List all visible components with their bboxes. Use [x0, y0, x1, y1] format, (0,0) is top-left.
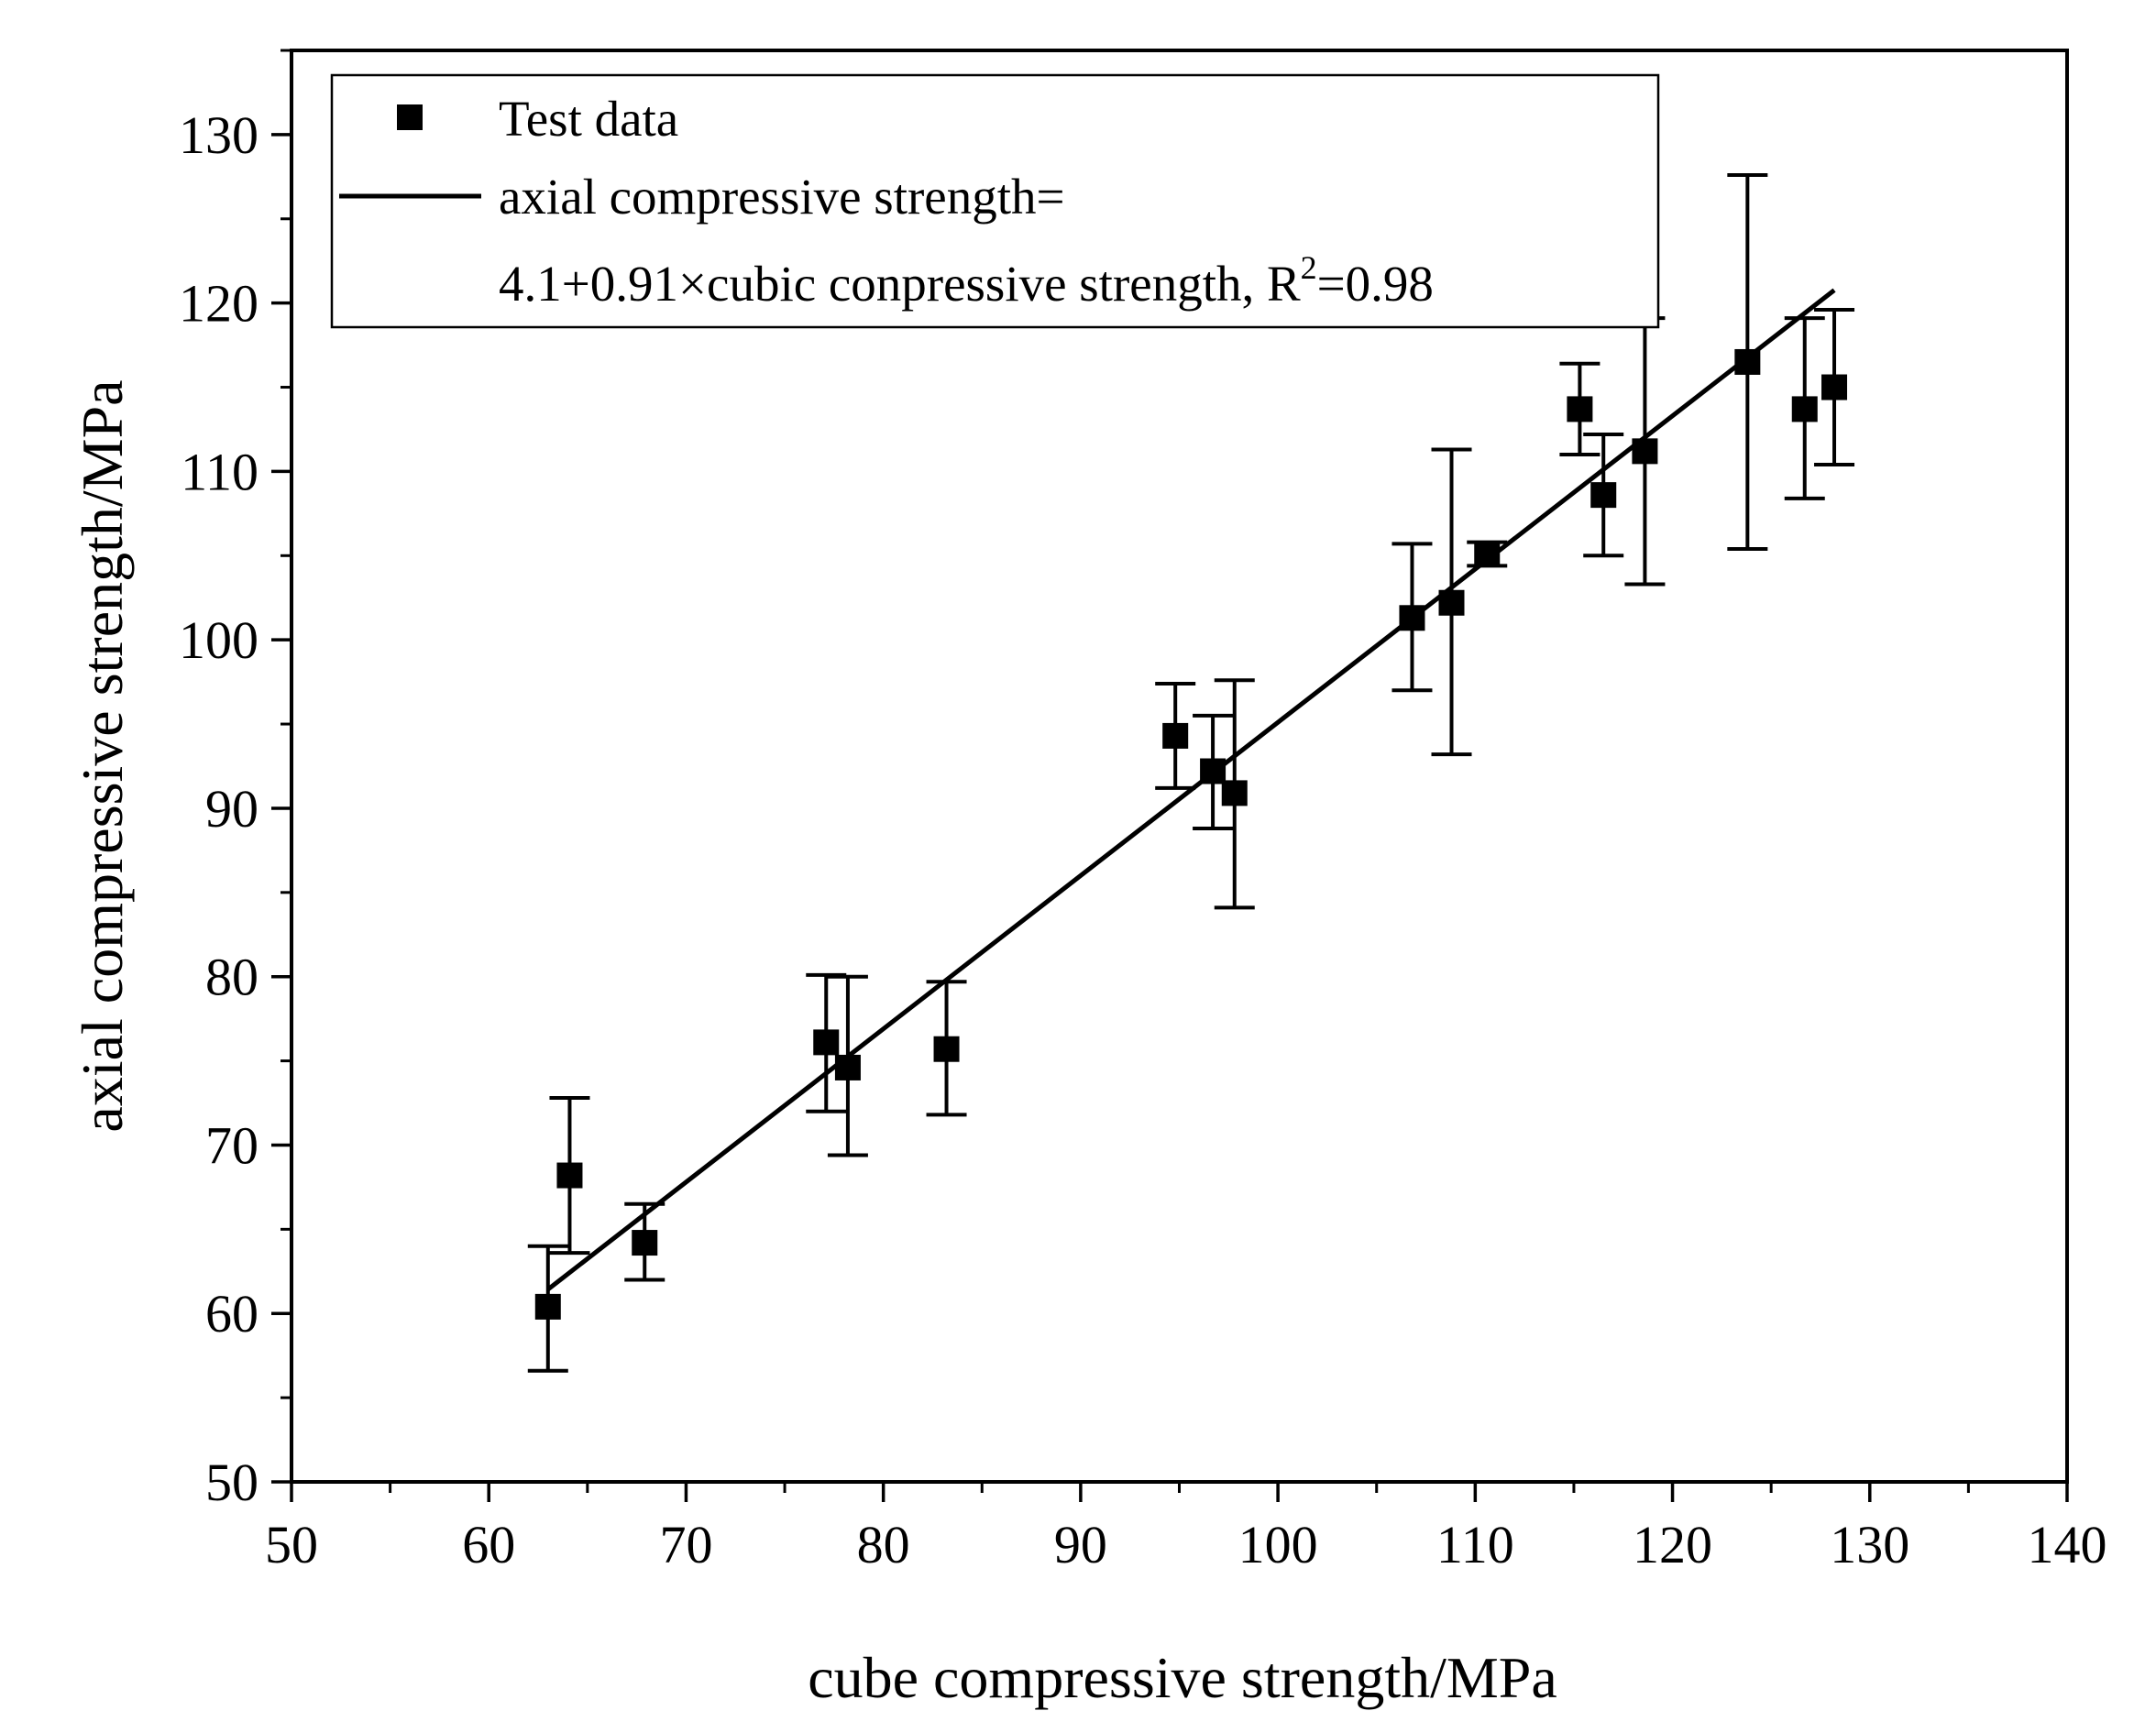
- legend-fit-label-line2: 4.1+0.91×cubic conpressive strength, R2=…: [499, 249, 1434, 312]
- data-point: [1632, 438, 1658, 465]
- y-tick-label: 100: [179, 610, 258, 670]
- data-point: [1438, 589, 1465, 616]
- x-tick-label: 80: [857, 1515, 910, 1574]
- y-tick-label: 80: [205, 948, 258, 1007]
- legend: Test data axial compressive strength= 4.…: [330, 73, 1660, 329]
- data-point: [1162, 722, 1189, 749]
- x-tick-label: 60: [462, 1515, 515, 1574]
- data-point: [632, 1230, 658, 1256]
- data-point: [1399, 605, 1425, 631]
- x-tick-label: 90: [1054, 1515, 1107, 1574]
- y-tick-label: 90: [205, 779, 258, 839]
- data-point: [534, 1293, 561, 1320]
- x-tick-label: 100: [1238, 1515, 1318, 1574]
- plot-frame: [290, 49, 2069, 1484]
- x-tick-label: 110: [1436, 1515, 1514, 1574]
- legend-box: [330, 73, 1660, 329]
- x-tick-label: 140: [2028, 1515, 2107, 1574]
- data-point: [556, 1162, 583, 1189]
- axis-ticks: 50 60 70 80 90 100 110 120 130 140 50 60 70 80 90 100 11…: [179, 49, 2107, 1574]
- x-tick-label: 50: [265, 1515, 318, 1574]
- data-point: [834, 1054, 861, 1080]
- x-tick-label: 70: [659, 1515, 712, 1574]
- legend-scatter-label: Test data: [499, 91, 678, 147]
- data-point: [1734, 348, 1761, 375]
- legend-scatter-marker: [397, 104, 423, 130]
- y-tick-label: 60: [205, 1284, 258, 1344]
- y-tick-label: 130: [179, 105, 258, 165]
- y-axis-title: axial compressive strength/MPa: [70, 379, 135, 1132]
- data-point: [1474, 541, 1501, 567]
- legend-fit-label-line1: axial compressive strength=: [499, 169, 1065, 225]
- data-point: [1567, 396, 1593, 422]
- data-point: [1791, 396, 1818, 422]
- y-tick-label: 110: [181, 442, 258, 501]
- y-tick-label: 120: [179, 274, 258, 334]
- legend-fit-r2-superscript: 2: [1301, 249, 1317, 286]
- data-point: [933, 1036, 960, 1062]
- y-tick-label: 50: [205, 1453, 258, 1512]
- data-point: [1200, 758, 1226, 784]
- data-point: [813, 1029, 840, 1056]
- data-point: [1821, 374, 1848, 400]
- y-tick-label: 70: [205, 1115, 258, 1175]
- x-axis-title: cube compressive strength/MPa: [808, 1645, 1557, 1710]
- data-point: [1590, 482, 1617, 509]
- data-point: [1221, 780, 1248, 806]
- x-tick-label: 120: [1633, 1515, 1712, 1574]
- legend-fit-r2-value: =0.98: [1317, 256, 1434, 312]
- legend-fit-equation: 4.1+0.91×cubic conpressive strength, R: [499, 256, 1301, 312]
- x-tick-label: 130: [1830, 1515, 1909, 1574]
- data-points: [527, 172, 1855, 1373]
